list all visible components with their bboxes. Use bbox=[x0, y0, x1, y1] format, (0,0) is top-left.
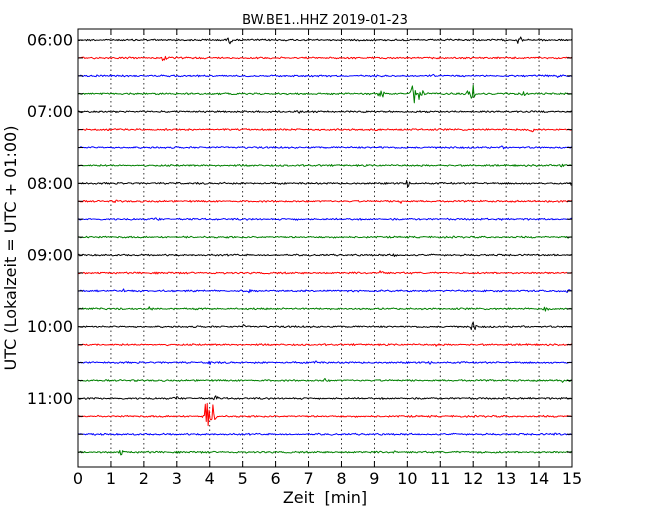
seismic-trace bbox=[77, 306, 573, 312]
seismic-trace bbox=[77, 145, 573, 150]
x-tick-label: 14 bbox=[529, 469, 549, 488]
x-tick-label: 7 bbox=[303, 469, 313, 488]
x-tick-label: 15 bbox=[562, 469, 582, 488]
x-tick-label: 8 bbox=[336, 469, 346, 488]
seismic-trace bbox=[77, 377, 573, 383]
y-tick-label: 08:00 bbox=[27, 174, 73, 193]
trace-group bbox=[77, 36, 573, 456]
y-tick-label: 11:00 bbox=[27, 389, 73, 408]
seismic-trace bbox=[77, 449, 573, 456]
seismic-trace bbox=[77, 270, 573, 275]
seismic-trace bbox=[77, 432, 573, 436]
x-tick-label: 6 bbox=[271, 469, 281, 488]
axis-ticks bbox=[77, 29, 573, 467]
x-tick-label: 9 bbox=[369, 469, 379, 488]
seismic-trace bbox=[77, 217, 573, 221]
x-tick-label: 4 bbox=[205, 469, 215, 488]
x-tick-labels: 0 1 2 3 4 5 6 7 8 9 10 11 12 13 14 15 bbox=[73, 469, 582, 488]
seismic-trace bbox=[77, 288, 573, 294]
seismic-trace bbox=[77, 360, 573, 366]
seismic-trace bbox=[77, 253, 573, 257]
x-tick-label: 2 bbox=[139, 469, 149, 488]
seismic-trace bbox=[77, 36, 573, 45]
seismic-trace bbox=[77, 73, 573, 78]
plot-frame bbox=[77, 28, 573, 468]
y-tick-label: 06:00 bbox=[27, 31, 73, 50]
y-tick-label: 07:00 bbox=[27, 102, 73, 121]
seismic-trace bbox=[77, 163, 573, 168]
y-tick-label: 09:00 bbox=[27, 246, 73, 265]
seismic-trace bbox=[77, 395, 573, 401]
seismic-trace bbox=[77, 402, 573, 427]
x-tick-label: 11 bbox=[430, 469, 450, 488]
seismic-trace bbox=[77, 128, 573, 133]
vertical-grid bbox=[110, 29, 540, 467]
x-tick-label: 0 bbox=[73, 469, 83, 488]
x-tick-label: 1 bbox=[106, 469, 116, 488]
x-tick-label: 3 bbox=[172, 469, 182, 488]
x-tick-label: 12 bbox=[463, 469, 483, 488]
seismic-trace bbox=[77, 110, 573, 114]
seismic-trace bbox=[77, 321, 573, 331]
seismic-trace bbox=[77, 235, 573, 239]
chart-title: BW.BE1..HHZ 2019-01-23 bbox=[242, 13, 408, 28]
seismic-trace bbox=[77, 199, 573, 204]
seismic-trace bbox=[77, 343, 573, 347]
x-tick-label: 5 bbox=[238, 469, 248, 488]
y-tick-label: 10:00 bbox=[27, 317, 73, 336]
seismic-trace bbox=[77, 180, 572, 188]
x-tick-label: 10 bbox=[397, 469, 417, 488]
x-axis-label: Zeit [min] bbox=[283, 488, 367, 507]
y-tick-labels: 06:00 07:00 08:00 09:00 10:00 11:00 bbox=[27, 31, 73, 408]
seismic-trace bbox=[77, 55, 573, 62]
y-axis-label: UTC (Lokalzeit = UTC + 01:00) bbox=[1, 126, 20, 371]
seismic-trace bbox=[77, 84, 573, 104]
x-tick-label: 13 bbox=[496, 469, 516, 488]
